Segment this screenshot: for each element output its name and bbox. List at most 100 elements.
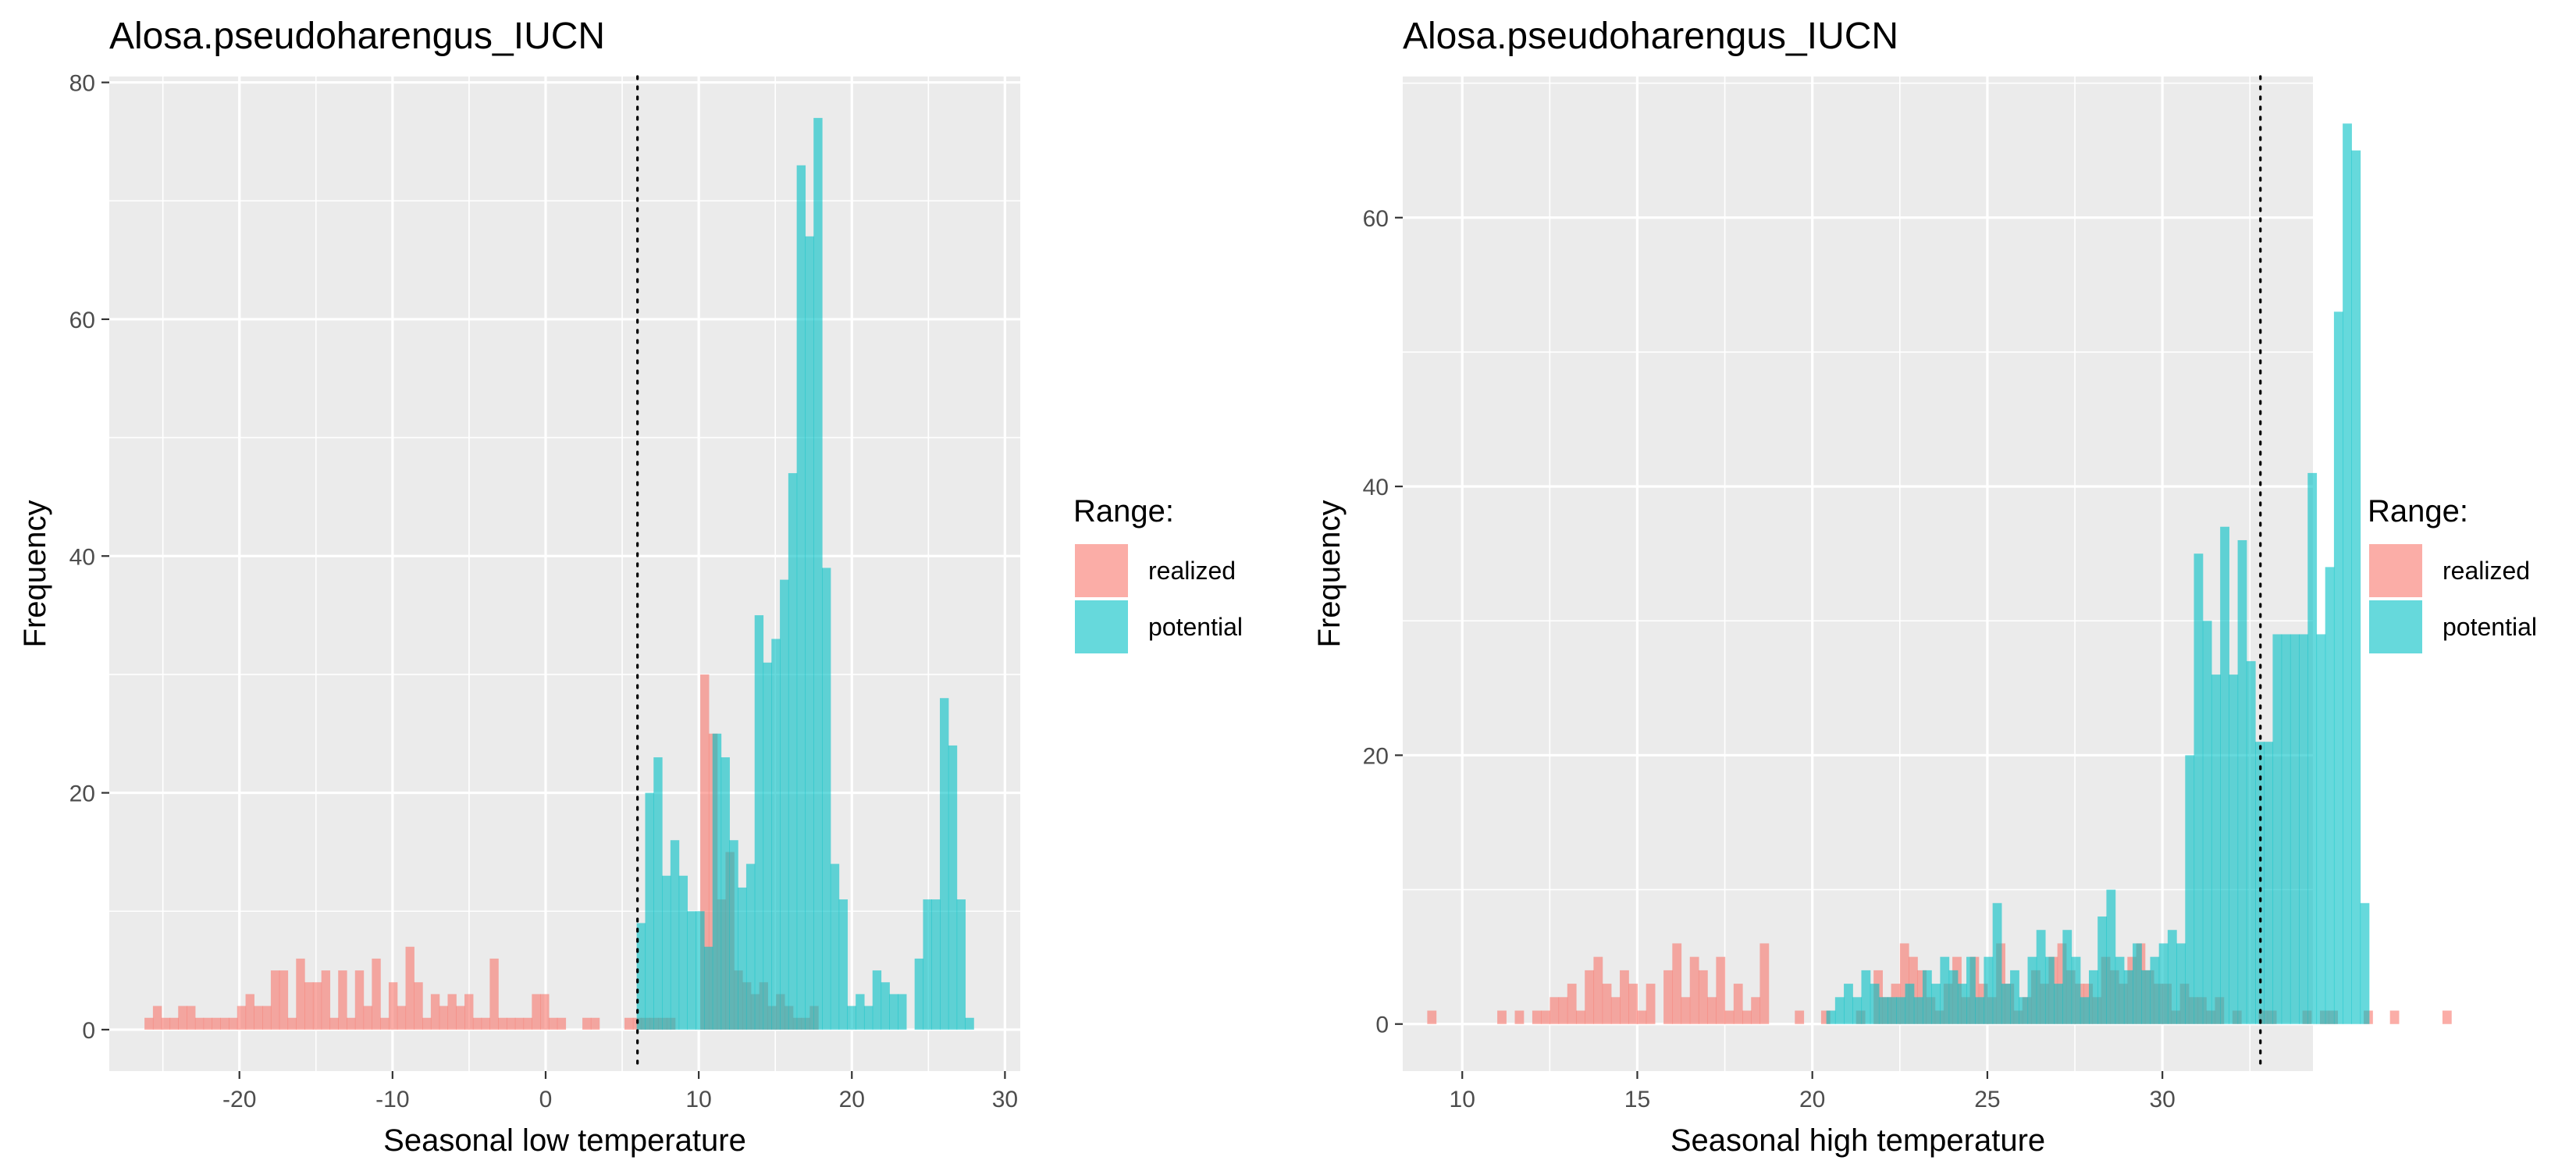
bar-realized (1681, 997, 1691, 1024)
bar-realized (456, 1005, 465, 1030)
bar-potential (796, 165, 806, 1030)
bar-realized (1742, 1010, 1752, 1024)
bar-realized (523, 1017, 532, 1030)
bar-realized (245, 994, 254, 1030)
bar-realized (1724, 1010, 1735, 1024)
bar-realized (2442, 1010, 2452, 1024)
x-tick-label: 30 (2149, 1087, 2175, 1112)
bar-realized (1427, 1010, 1437, 1024)
bar-potential (2106, 889, 2116, 1024)
bar-potential (838, 899, 848, 1030)
bar-potential (2211, 674, 2221, 1024)
bar-potential (771, 639, 781, 1030)
bar-realized (347, 1017, 356, 1030)
bar-realized (1795, 1010, 1805, 1024)
bar-realized (557, 1017, 567, 1030)
bar-potential (670, 840, 680, 1030)
bar-potential (956, 899, 966, 1030)
bar-potential (2360, 902, 2370, 1024)
chart-panel-2: 10 15 20 25 30 0 20 40 60 Alosa.pseudoharengus_IU… (1312, 16, 2537, 1158)
bar-realized (1585, 970, 1595, 1024)
bar-potential (2290, 634, 2300, 1024)
y-tick-label: 40 (69, 544, 95, 570)
bar-potential (2115, 956, 2125, 1024)
bar-potential (788, 473, 798, 1030)
bar-realized (203, 1017, 213, 1030)
bar-potential (2307, 472, 2318, 1024)
bar-potential (1975, 997, 1985, 1024)
bar-potential (898, 994, 907, 1030)
bar-realized (540, 994, 550, 1030)
bar-realized (498, 1017, 507, 1030)
bar-realized (1593, 956, 1603, 1024)
bar-realized (270, 970, 280, 1030)
bar-potential (965, 1017, 974, 1030)
bar-realized (152, 1005, 162, 1030)
x-tick-label: 15 (1624, 1087, 1650, 1112)
bar-potential (2080, 997, 2090, 1024)
bar-realized (624, 1017, 634, 1030)
bar-potential (1931, 984, 1941, 1024)
x-tick-label: 0 (539, 1087, 553, 1112)
bar-realized (590, 1017, 600, 1030)
bar-potential (2019, 997, 2029, 1024)
bar-potential (1957, 984, 1967, 1024)
bar-realized (1689, 956, 1699, 1024)
bar-potential (636, 923, 646, 1030)
legend-key-potential (1075, 600, 1128, 653)
bar-potential (2351, 150, 2361, 1024)
bar-potential (2237, 539, 2247, 1024)
bar-potential (923, 899, 932, 1030)
bar-realized (1751, 997, 1761, 1024)
bar-potential (1984, 956, 1994, 1024)
x-tick-label: 20 (1799, 1087, 1825, 1112)
x-axis-label: Seasonal low temperature (383, 1123, 746, 1158)
x-tick-label: -20 (222, 1087, 256, 1112)
bar-potential (780, 579, 789, 1030)
bar-realized (397, 1005, 407, 1030)
bar-potential (2246, 660, 2256, 1024)
bar-potential (2272, 634, 2282, 1024)
bar-potential (2299, 634, 2308, 1024)
y-tick-label: 40 (1363, 475, 1389, 500)
bar-potential (1826, 1010, 1836, 1024)
bar-potential (720, 757, 730, 1030)
bar-realized (237, 1005, 247, 1030)
bar-potential (1844, 984, 1853, 1024)
bar-realized (1707, 997, 1717, 1024)
bar-realized (1759, 943, 1770, 1024)
bar-realized (338, 970, 347, 1030)
bar-potential (754, 615, 764, 1030)
bar-potential (889, 994, 898, 1030)
bar-potential (2281, 634, 2291, 1024)
bar-realized (220, 1017, 229, 1030)
y-tick-label: 60 (69, 308, 95, 333)
bar-realized (1497, 1010, 1507, 1024)
y-axis-label: Frequency (1312, 500, 1347, 648)
bar-realized (262, 1005, 272, 1030)
y-tick-label: 0 (82, 1018, 95, 1044)
bar-realized (2057, 943, 2067, 1024)
y-tick-label: 20 (69, 781, 95, 807)
bar-potential (2343, 123, 2352, 1024)
bar-realized (1820, 1010, 1831, 1024)
bar-potential (1922, 970, 1932, 1024)
bar-potential (2097, 917, 2108, 1024)
bar-realized (582, 1017, 592, 1030)
bar-realized (1514, 1010, 1525, 1024)
bar-potential (872, 970, 882, 1030)
x-tick-label: -10 (375, 1087, 409, 1112)
y-axis-label: Frequency (18, 500, 52, 648)
bar-realized (1733, 984, 1743, 1024)
bar-potential (1852, 997, 1863, 1024)
bar-potential (881, 982, 890, 1030)
bar-potential (1913, 997, 1923, 1024)
bar-realized (1620, 970, 1629, 1024)
bar-realized (1558, 997, 1568, 1024)
bar-potential (703, 946, 713, 1030)
legend-label-realized: realized (1148, 557, 1236, 585)
bar-potential (822, 568, 831, 1030)
bar-realized (1646, 984, 1656, 1024)
bar-realized (414, 982, 423, 1030)
